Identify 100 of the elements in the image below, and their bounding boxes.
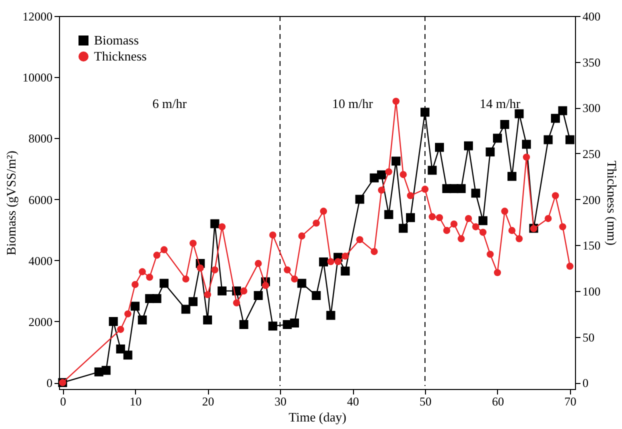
point [319,257,328,266]
point [196,264,204,272]
point [160,246,168,254]
point [384,210,394,220]
point [522,154,530,161]
point [478,216,488,226]
y-tick-label: 12000 [22,10,52,24]
point [190,240,197,247]
y-tick-label: 0 [46,376,52,390]
point [153,252,160,259]
point [428,166,437,175]
point [298,232,306,240]
point [262,282,270,289]
point [486,250,494,258]
y-tick-label: 10000 [22,70,52,85]
point [471,188,480,198]
point [117,326,124,333]
point [102,366,111,375]
point [501,208,508,215]
y2-tick-label: 300 [582,101,600,116]
point [297,278,306,288]
point [494,269,501,276]
point [544,135,553,144]
point [138,315,147,324]
point [210,219,220,228]
x-tick-label: 70 [564,394,576,408]
point [356,236,364,244]
point [312,220,320,227]
annotation: 10 m/hr [332,96,374,111]
point [400,171,407,178]
point [544,215,552,222]
point [203,315,212,324]
annotation: 14 m/hr [480,96,522,111]
x-tick-label: 20 [202,394,214,408]
point [406,213,415,222]
point [181,304,190,314]
y2-axis-title: Thickness (mm) [604,160,620,246]
point [421,186,429,193]
y-tick-label: 6000 [28,192,52,207]
point [500,120,510,129]
y2-tick-label: 350 [582,55,600,70]
point [160,278,169,288]
point [516,235,523,242]
y2-tick-label: 50 [582,330,594,344]
y2-tick-label: 0 [582,376,588,390]
point [124,310,132,318]
x-tick-label: 0 [60,394,66,408]
legend-label: Thickness [94,48,147,64]
point [508,226,516,234]
point [385,168,392,176]
point [233,299,240,306]
point [211,266,218,274]
point [420,108,430,117]
point [218,223,226,230]
point [472,223,480,230]
point [378,186,386,194]
point [522,140,531,149]
y2-tick-label: 150 [582,238,600,253]
legend-label: Biomass [94,32,139,48]
x-tick-label: 30 [274,394,287,408]
point [269,232,276,239]
point [436,214,444,222]
point [464,215,472,222]
point [340,266,350,276]
point [392,98,400,105]
point [450,220,458,228]
point [392,156,400,166]
y-tick-label: 2000 [28,314,52,329]
point [312,291,321,300]
x-tick-label: 10 [130,394,142,408]
x-tick-label: 60 [492,394,504,408]
y-tick-label: 4000 [28,254,52,268]
point [355,194,364,204]
point [254,260,262,267]
point [514,109,524,118]
point [218,286,227,296]
point [116,344,126,354]
point [479,228,486,236]
point [108,317,118,326]
point [552,192,559,200]
point [291,275,298,283]
point [334,258,342,266]
x-tick-label: 40 [347,394,360,408]
point [492,134,502,143]
point [240,287,248,294]
point [370,248,378,256]
point [188,297,198,306]
point [268,322,278,331]
x-tick-label: 50 [419,394,432,408]
point [550,114,560,123]
point [398,224,408,233]
point [182,275,190,283]
y-tick-label: 8000 [28,132,52,146]
point [406,192,414,200]
point [132,280,139,288]
point [204,291,212,298]
point [435,142,444,152]
y-axis-title: Biomass (gVSS/m²) [4,150,18,256]
point [428,213,436,220]
point [138,268,146,276]
